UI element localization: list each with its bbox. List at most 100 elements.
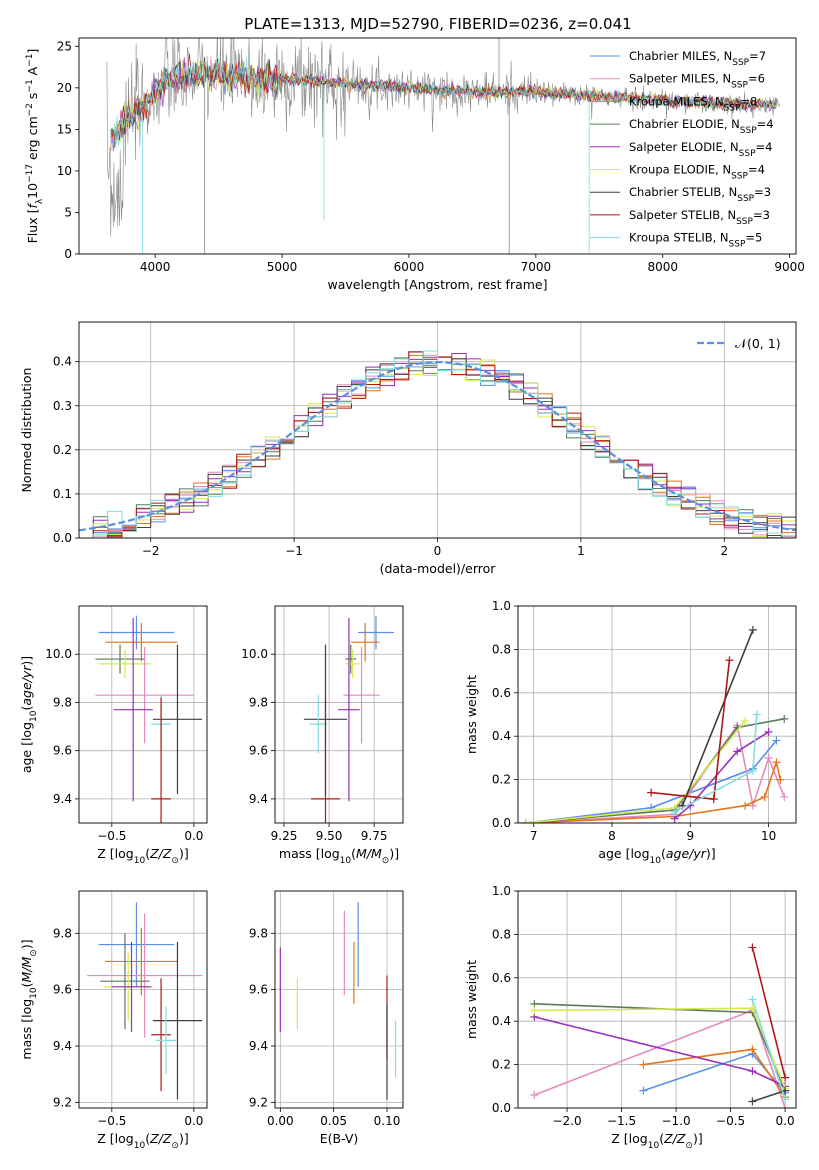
- weights_vs_z-ytick-label: 0.2: [492, 1058, 511, 1072]
- residuals-xlabel: (data-model)/error: [380, 561, 497, 576]
- weights_vs_z-point-marker: [748, 1067, 757, 1076]
- spectrum-ytick-label: 15: [57, 122, 72, 136]
- age_vs_z-xtick-label: 0.0: [184, 829, 203, 843]
- residuals-ytick-label: 0.0: [53, 531, 72, 545]
- spectrum-legend-label: Salpeter STELIB, NSSP=3: [629, 208, 770, 227]
- mass_vs_z-xlabel: Z [log10(Z/Z⊙)]: [97, 1131, 188, 1151]
- weights_vs_age-point-marker: [647, 788, 656, 797]
- weights_vs_age-ytick-label: 0.4: [492, 729, 511, 743]
- age_vs_mass-ytick-label: 9.6: [249, 744, 268, 758]
- residuals-xtick-label: 2: [720, 544, 728, 558]
- weights_vs_z-series-line: [751, 947, 786, 1078]
- mass_vs_z-ytick-label: 9.2: [53, 1095, 72, 1109]
- mass_vs_ebv-xtick-label: 0.00: [267, 1114, 294, 1128]
- spectrum-legend-label: Chabrier ELODIE, NSSP=4: [629, 117, 774, 136]
- residuals-ytick-label: 0.3: [53, 399, 72, 413]
- residuals-frame: [78, 321, 797, 539]
- weights_vs_z-ylabel: mass weight: [464, 960, 479, 1039]
- spectrum-xlabel: wavelength [Angstrom, rest frame]: [327, 277, 547, 292]
- figure-title: PLATE=1313, MJD=52790, FIBERID=0236, z=0…: [244, 15, 631, 33]
- weights_vs_z-point-marker: [639, 1086, 648, 1095]
- age_vs_mass-ytick-label: 9.8: [249, 695, 268, 709]
- weights_vs_age-ytick-label: 0.6: [492, 686, 511, 700]
- spectrum-model-line: [110, 57, 778, 149]
- weights_vs_age-point-marker: [670, 808, 679, 817]
- spectrum-ytick-label: 10: [57, 164, 72, 178]
- residuals-xtick-label: −2: [142, 544, 160, 558]
- mass_vs_ebv-ytick-label: 9.8: [249, 926, 268, 940]
- weights_vs_age-ytick-label: 0.2: [492, 773, 511, 787]
- mass_vs_z-ylabel: mass [log10(M/M⊙)]: [19, 939, 39, 1059]
- weights_vs_z-frame: [517, 890, 797, 1109]
- residuals-ytick-label: 0.2: [53, 443, 72, 457]
- mass_vs_z-xtick-label: 0.0: [184, 1114, 203, 1128]
- spectrum-legend-label: Salpeter MILES, NSSP=6: [629, 72, 765, 91]
- mass_vs_ebv-ytick-label: 9.2: [249, 1095, 268, 1109]
- age_vs_z-ytick-label: 9.8: [53, 695, 72, 709]
- weights_vs_age-point-marker: [748, 766, 757, 775]
- spectrum-xtick-label: 6000: [394, 260, 425, 274]
- age_vs_mass-xtick-label: 9.25: [271, 829, 298, 843]
- weights_vs_age-xtick-label: 8: [608, 829, 616, 843]
- weights_vs_age-series-line: [674, 731, 770, 820]
- weights_vs_age-point-marker: [780, 714, 789, 723]
- spectrum-legend-label: Kroupa STELIB, NSSP=5: [629, 231, 762, 250]
- weights_vs_age-series-line: [525, 759, 782, 823]
- weights_vs_z-xtick-label: −0.5: [716, 1114, 745, 1128]
- weights_vs_z-series-line: [643, 1052, 786, 1094]
- weights_vs_z-xtick-label: −1.0: [662, 1114, 691, 1128]
- weights_vs_z-xtick-label: 0.0: [776, 1114, 795, 1128]
- weights_vs_z-point-marker: [530, 1090, 539, 1099]
- weights_vs_age-ytick-label: 0.0: [492, 816, 511, 830]
- weights_vs_age-point-marker: [760, 792, 769, 801]
- residuals-ytick-label: 0.1: [53, 487, 72, 501]
- mass_vs_ebv-frame: [274, 890, 404, 1109]
- weights_vs_age-frame: [517, 605, 797, 824]
- spectrum-xtick-label: 4000: [140, 260, 171, 274]
- spectrum-legend-label: Salpeter ELODIE, NSSP=4: [629, 140, 772, 159]
- spectrum-legend-label: Kroupa MILES, NSSP=8: [629, 94, 757, 113]
- weights_vs_age-point-marker: [772, 736, 781, 745]
- weights_vs_z-point-marker: [748, 1045, 757, 1054]
- weights_vs_z-point-marker: [748, 995, 757, 1004]
- weights_vs_age-point-marker: [764, 727, 773, 736]
- weights_vs_z-ytick-label: 0.4: [492, 1014, 511, 1028]
- weights_vs_age-point-marker: [776, 775, 785, 784]
- mass_vs_ebv-xtick-label: 0.05: [320, 1114, 347, 1128]
- weights_vs_age-ytick-label: 0.8: [492, 642, 511, 656]
- weights_vs_z-xtick-label: −1.5: [607, 1114, 636, 1128]
- mass_vs_ebv-ytick-label: 9.4: [249, 1039, 268, 1053]
- weights_vs_z-ytick-label: 0.6: [492, 971, 511, 985]
- weights_vs_z-series-line: [534, 1009, 786, 1108]
- weights_vs_age-xtick-label: 10: [761, 829, 776, 843]
- spectrum-ylabel: Flux [fλ10−17 erg cm−2 s−1 A−1]: [25, 49, 45, 244]
- weights_vs_z-point-marker: [639, 1060, 648, 1069]
- weights_vs_age-point-marker: [733, 747, 742, 756]
- weights_vs_age-series-line: [681, 629, 754, 806]
- residuals-normal-curve: [79, 360, 796, 532]
- mass_vs_z-axes: −0.5 0.0 9.2 9.4 9.6 9.8: [53, 891, 207, 1128]
- mass_vs_ebv-axes: 0.00 0.05 0.10 9.2 9.4 9.6 9.8: [249, 891, 403, 1128]
- weights_vs_age-point-marker: [748, 625, 757, 634]
- weights_vs_age-point-marker: [741, 717, 750, 726]
- age_vs_z-ytick-label: 10.0: [45, 647, 72, 661]
- age_vs_mass-ytick-label: 10.0: [241, 647, 268, 661]
- mass_vs_z-frame: [78, 890, 208, 1109]
- weights_vs_age-xtick-label: 7: [530, 829, 538, 843]
- weights_vs_z-point-marker: [748, 1097, 757, 1106]
- weights_vs_age-point-marker: [741, 801, 750, 810]
- age_vs_mass-xtick-label: 9.75: [361, 829, 388, 843]
- mass_vs_ebv-xtick-label: 0.10: [374, 1114, 401, 1128]
- residuals-ytick-label: 0.4: [53, 355, 72, 369]
- age_vs_z-xtick-label: −0.5: [97, 829, 126, 843]
- age_vs_mass-ytick-label: 9.4: [249, 792, 268, 806]
- age_vs_z-ytick-label: 9.6: [53, 744, 72, 758]
- age_vs_z-xlabel: Z [log10(Z/Z⊙)]: [97, 846, 188, 866]
- residuals-ylabel: Normed distribution: [19, 368, 34, 493]
- mass_vs_z-ytick-label: 9.6: [53, 983, 72, 997]
- weights_vs_age-ylabel: mass weight: [464, 675, 479, 754]
- weights_vs_z-ytick-label: 0.8: [492, 927, 511, 941]
- weights_vs_z-series-line: [534, 1016, 786, 1088]
- age_vs_z-axes: −0.5 0.0 9.4 9.6 9.8 10.0: [45, 606, 207, 843]
